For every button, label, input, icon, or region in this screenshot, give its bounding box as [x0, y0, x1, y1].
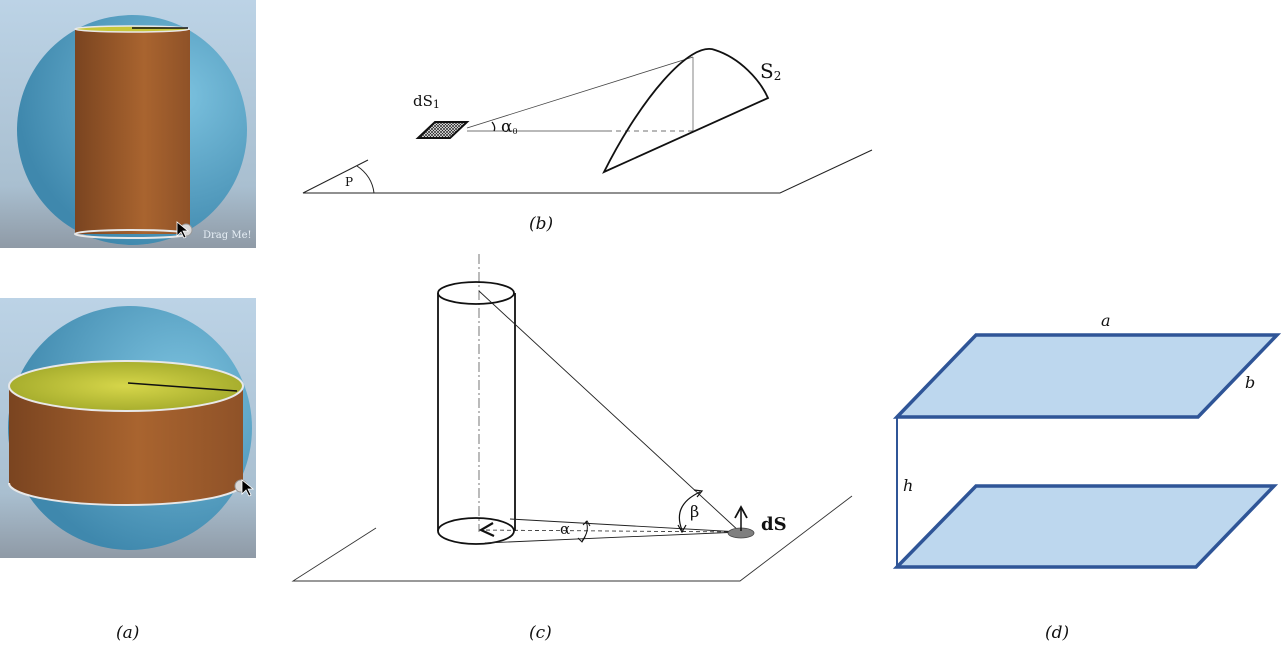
- label-alpha: α: [560, 520, 570, 538]
- alpha-arrow-down: [577, 536, 586, 543]
- wide-cylinder-body: [9, 386, 243, 505]
- label-ds1: dS1: [413, 92, 440, 111]
- ground-plane: [291, 495, 853, 582]
- label-a: a: [1101, 311, 1111, 330]
- label-h: h: [903, 476, 913, 495]
- ray-tangent-upper: [509, 518, 741, 533]
- cursor-icon: [176, 221, 190, 239]
- panel-c: α β dS: [291, 254, 853, 582]
- caption-b: (b): [529, 214, 554, 234]
- caption-c: (c): [529, 623, 552, 643]
- ray-tangent-lower: [484, 531, 741, 544]
- panel-a-top[interactable]: Drag Me!: [0, 0, 256, 248]
- beta-arrow-down: [677, 524, 687, 534]
- surface-element-ds1: [415, 121, 470, 139]
- label-b: b: [1245, 373, 1255, 392]
- tall-cylinder-body: [75, 30, 190, 234]
- ray-to-top: [478, 290, 741, 533]
- cylinder-top: [437, 281, 515, 305]
- caption-d: (d): [1045, 623, 1070, 643]
- label-ds: dS: [761, 514, 787, 535]
- beta-arc: [678, 491, 701, 531]
- surface-s2: [602, 48, 770, 174]
- beta-arrow-up: [693, 489, 704, 498]
- cursor-icon: [241, 479, 255, 497]
- wide-cylinder-top: [8, 360, 244, 412]
- cylinder-bottom: [437, 517, 515, 545]
- alpha-arrow-up: [582, 520, 591, 527]
- base-marker: [478, 522, 495, 537]
- label-s2: S2: [760, 59, 781, 83]
- caption-a: (a): [116, 623, 140, 643]
- tall-cylinder-top: [74, 25, 190, 33]
- wide-cylinder-bottom-rim: [8, 482, 244, 506]
- angle-arc: [491, 121, 496, 132]
- panel-b: P dS1 α0 S2: [302, 48, 873, 194]
- normal-arrowhead: [734, 505, 748, 519]
- ray-center: [478, 529, 741, 533]
- panel-a-bottom[interactable]: [0, 298, 256, 558]
- label-alpha0: α0: [501, 117, 518, 137]
- plane-p: [302, 149, 873, 194]
- label-beta: β: [690, 502, 699, 521]
- radius-line: [127, 382, 238, 392]
- drag-me-label: Drag Me!: [203, 230, 252, 241]
- bottom-plate: [892, 484, 1279, 569]
- top-plate: [892, 333, 1282, 419]
- label-plane: P: [345, 175, 353, 189]
- plane-angle-arc: [356, 165, 375, 194]
- sight-ray-top: [466, 56, 694, 129]
- panel-d: a b h: [892, 311, 1282, 569]
